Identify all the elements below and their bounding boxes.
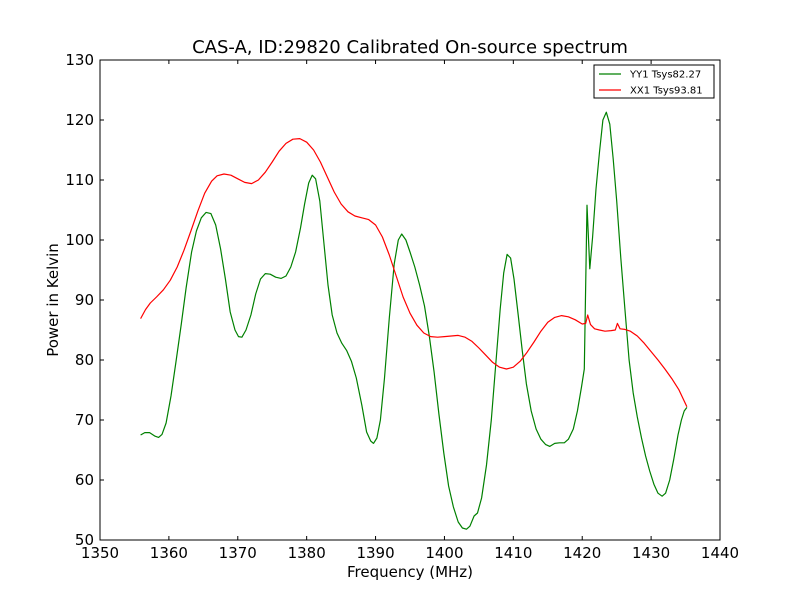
y-tick-label: 70 bbox=[75, 411, 94, 429]
x-tick-label: 1410 bbox=[494, 544, 532, 562]
x-tick-label: 1380 bbox=[288, 544, 326, 562]
y-tick-label: 100 bbox=[65, 231, 94, 249]
y-tick-label: 80 bbox=[75, 351, 94, 369]
x-tick-label: 1430 bbox=[632, 544, 670, 562]
x-tick-label: 1360 bbox=[150, 544, 188, 562]
y-tick-label: 90 bbox=[75, 291, 94, 309]
x-tick-label: 1400 bbox=[425, 544, 463, 562]
series-line-2 bbox=[140, 138, 688, 408]
tick-labels: 1350 1360 1370 1380 1390 1400 1410 1420 1430 1440… bbox=[65, 51, 739, 562]
chart-title: CAS-A, ID:29820 Calibrated On-source spe… bbox=[192, 37, 628, 58]
y-tick-label: 110 bbox=[65, 171, 94, 189]
x-tick-label: 1390 bbox=[356, 544, 394, 562]
x-tick-label: 1440 bbox=[701, 544, 739, 562]
y-axis-label: Power in Kelvin bbox=[44, 243, 62, 357]
x-tick-label: 1350 bbox=[81, 544, 119, 562]
x-tick-label: 1420 bbox=[563, 544, 601, 562]
y-tick-label: 120 bbox=[65, 111, 94, 129]
x-tick-label: 1370 bbox=[219, 544, 257, 562]
x-axis-label: Frequency (MHz) bbox=[347, 563, 473, 581]
legend-label-2: XX1 Tsys93.81 bbox=[630, 86, 703, 97]
legend-box bbox=[593, 64, 715, 99]
y-tick-label: 50 bbox=[75, 531, 94, 549]
y-tick-label: 60 bbox=[75, 471, 94, 489]
legend: YY1 Tsys82.27 XX1 Tsys93.81 bbox=[593, 64, 715, 99]
plot-frame bbox=[99, 59, 721, 541]
y-tick-label: 130 bbox=[65, 51, 94, 69]
legend-label-1: YY1 Tsys82.27 bbox=[629, 70, 701, 81]
series-layer bbox=[140, 111, 688, 530]
